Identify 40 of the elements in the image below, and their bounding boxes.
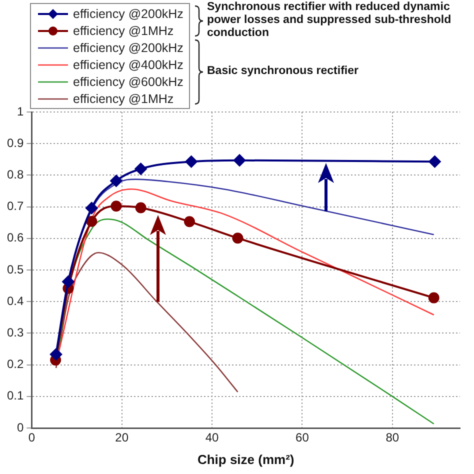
legend-label: efficiency @1MHz: [73, 24, 174, 38]
point: [50, 348, 62, 360]
y-tick-label: 0.5: [6, 262, 24, 276]
point: [86, 216, 98, 227]
legend-label: efficiency @200kHz: [73, 40, 184, 54]
point: [232, 232, 244, 244]
legend-label: efficiency @1MHz: [73, 92, 174, 106]
point: [185, 156, 198, 168]
legend-label: efficiency @400kHz: [73, 58, 184, 72]
y-tick-label: 0.8: [6, 168, 24, 182]
x-tick-label: 40: [205, 430, 220, 445]
y-tick-label: 0.3: [6, 326, 24, 340]
point: [134, 162, 147, 175]
point: [428, 292, 440, 304]
point: [86, 202, 98, 214]
point: [62, 276, 74, 288]
legend-label: efficiency @600kHz: [73, 74, 184, 88]
point: [234, 154, 246, 166]
x-tick-label: 0: [28, 430, 36, 445]
text: Synchronous rectifier with reduced dynamic power losses and suppressed sub-threshold conduction: [207, 1, 452, 40]
point: [110, 200, 122, 212]
y-tick-label: 0.9: [6, 136, 24, 150]
line-series: [55, 252, 238, 393]
x-tick-label: 80: [386, 430, 400, 445]
y-tick-label: 0.1: [6, 388, 24, 403]
point: [110, 174, 122, 187]
y-tick-label: 0.6: [6, 230, 24, 245]
x-tick-label: 60: [296, 430, 310, 445]
y-tick-label: 0.4: [6, 294, 24, 308]
y-tick-label: 0.7: [6, 199, 24, 214]
point: [135, 202, 146, 214]
y-tick-label: 0: [16, 420, 24, 434]
point: [184, 216, 195, 228]
point: [428, 156, 441, 168]
text: Basic synchronous rectifier: [207, 65, 360, 78]
y-tick-label: 0.2: [6, 357, 24, 372]
legend-label: efficiency @200kHz: [73, 6, 184, 20]
x-axis-title: Chip size (mm²): [197, 452, 294, 467]
y-tick-label: 1: [16, 104, 24, 118]
x-tick-label: 20: [115, 430, 129, 445]
